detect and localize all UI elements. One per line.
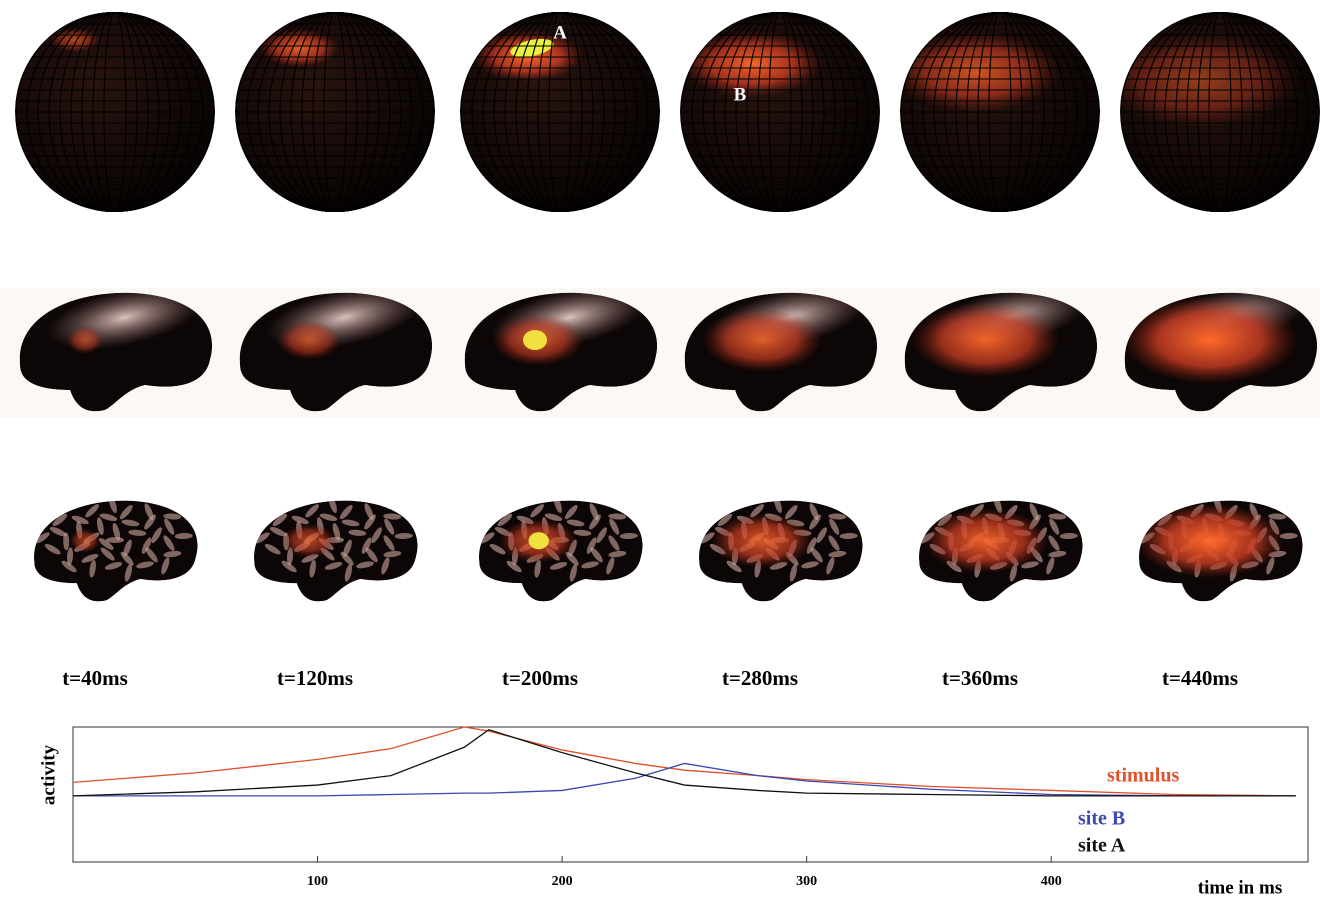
activity-region xyxy=(70,529,101,553)
x-tick-label: 200 xyxy=(552,874,573,889)
activity-region xyxy=(702,308,822,372)
sphere xyxy=(680,12,880,212)
time-label: t=120ms xyxy=(277,666,353,690)
x-tick-label: 300 xyxy=(796,874,817,889)
activity-region xyxy=(912,302,1060,378)
activity-region xyxy=(67,326,103,354)
x-tick-label: 400 xyxy=(1041,874,1062,889)
brain xyxy=(918,495,1083,601)
sphere xyxy=(891,12,1100,212)
brain xyxy=(478,495,643,601)
annotation: B xyxy=(734,84,747,105)
x-axis-label: time in ms xyxy=(1198,877,1282,898)
sphere xyxy=(1100,12,1320,212)
gyrus xyxy=(106,537,124,543)
activity-peak xyxy=(529,532,549,549)
activity-region xyxy=(1135,503,1285,578)
figure: time in ms activity t=40ms t=120ms t=200ms… xyxy=(0,0,1320,899)
activity-region xyxy=(711,514,813,568)
brain xyxy=(33,495,198,601)
time-label: t=280ms xyxy=(722,666,798,690)
activity-region xyxy=(923,508,1049,573)
activity-region xyxy=(282,524,336,558)
time-label: t=440ms xyxy=(1162,666,1238,690)
sphere xyxy=(235,12,435,212)
annotation: A xyxy=(553,22,567,43)
activity-region xyxy=(277,320,341,360)
legend-label: site B xyxy=(1078,808,1125,830)
legend-label: stimulus xyxy=(1107,765,1179,787)
activity-peak xyxy=(523,330,547,350)
time-label: t=40ms xyxy=(62,666,128,690)
time-label: t=200ms xyxy=(502,666,578,690)
legend-label: site A xyxy=(1078,835,1126,857)
brain xyxy=(1135,495,1302,601)
x-tick-label: 100 xyxy=(307,874,328,889)
y-axis-label: activity xyxy=(38,744,59,805)
brain xyxy=(253,495,418,601)
brain xyxy=(698,495,863,601)
time-label: t=360ms xyxy=(942,666,1018,690)
sphere xyxy=(15,12,215,212)
